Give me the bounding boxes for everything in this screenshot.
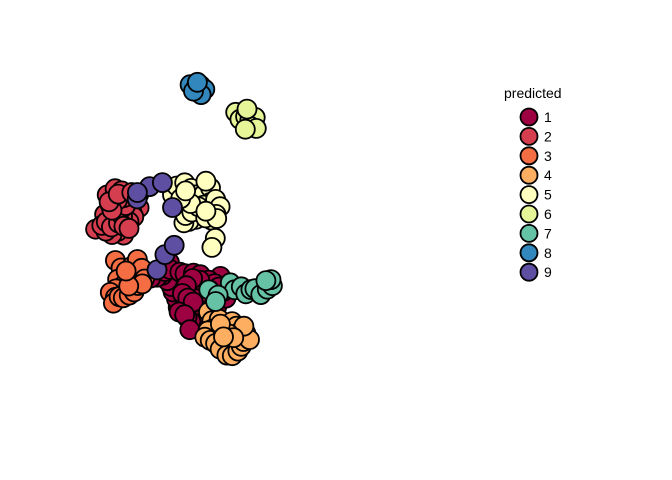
legend-label-3: 3	[544, 148, 552, 164]
legend-item-1: 1	[519, 107, 552, 127]
legend-title: predicted	[504, 85, 562, 101]
legend-label-2: 2	[544, 128, 552, 144]
data-point-cluster-9	[151, 172, 173, 194]
legend-label-5: 5	[544, 187, 552, 203]
legend-item-6: 6	[519, 204, 552, 224]
legend-label-1: 1	[544, 109, 552, 125]
legend-item-2: 2	[519, 126, 552, 146]
data-point-cluster-7	[205, 291, 227, 312]
legend-item-4: 4	[519, 165, 552, 185]
legend-key-2	[519, 126, 539, 146]
legend-key-5	[519, 185, 539, 205]
data-point-cluster-2	[118, 217, 140, 239]
legend-label-8: 8	[544, 245, 552, 261]
data-point-cluster-6	[236, 98, 258, 120]
data-point-cluster-8	[186, 71, 208, 93]
data-point-cluster-4	[213, 326, 234, 348]
legend-key-7	[519, 223, 539, 243]
legend-items: 1 2 3 4 5 6 7 8 9	[519, 107, 552, 282]
data-point-cluster-5	[195, 200, 217, 222]
data-point-cluster-9	[163, 234, 185, 256]
legend-label-7: 7	[544, 225, 552, 241]
legend-key-9	[519, 262, 539, 282]
data-point-cluster-9	[162, 197, 183, 218]
legend-item-5: 5	[519, 185, 552, 205]
data-point-cluster-5	[195, 170, 217, 192]
legend-item-3: 3	[519, 146, 552, 166]
legend-key-4	[519, 165, 539, 185]
data-point-cluster-5	[175, 180, 197, 202]
legend-key-6	[519, 204, 539, 224]
data-point-cluster-7	[255, 270, 277, 292]
legend-label-4: 4	[544, 167, 552, 183]
data-point-cluster-5	[201, 236, 223, 258]
data-point-cluster-6	[234, 118, 256, 140]
legend-key-1	[519, 107, 539, 127]
plot-points	[85, 71, 283, 367]
legend-label-9: 9	[544, 264, 552, 280]
legend-item-9: 9	[519, 262, 552, 282]
data-point-cluster-3	[115, 260, 137, 282]
legend-item-7: 7	[519, 223, 552, 243]
legend-label-6: 6	[544, 206, 552, 222]
legend-key-8	[519, 243, 539, 263]
legend: predicted 1 2 3 4 5 6 7 8 9	[504, 85, 562, 282]
legend-key-3	[519, 146, 539, 166]
legend-item-8: 8	[519, 243, 552, 263]
data-point-cluster-9	[126, 182, 148, 203]
